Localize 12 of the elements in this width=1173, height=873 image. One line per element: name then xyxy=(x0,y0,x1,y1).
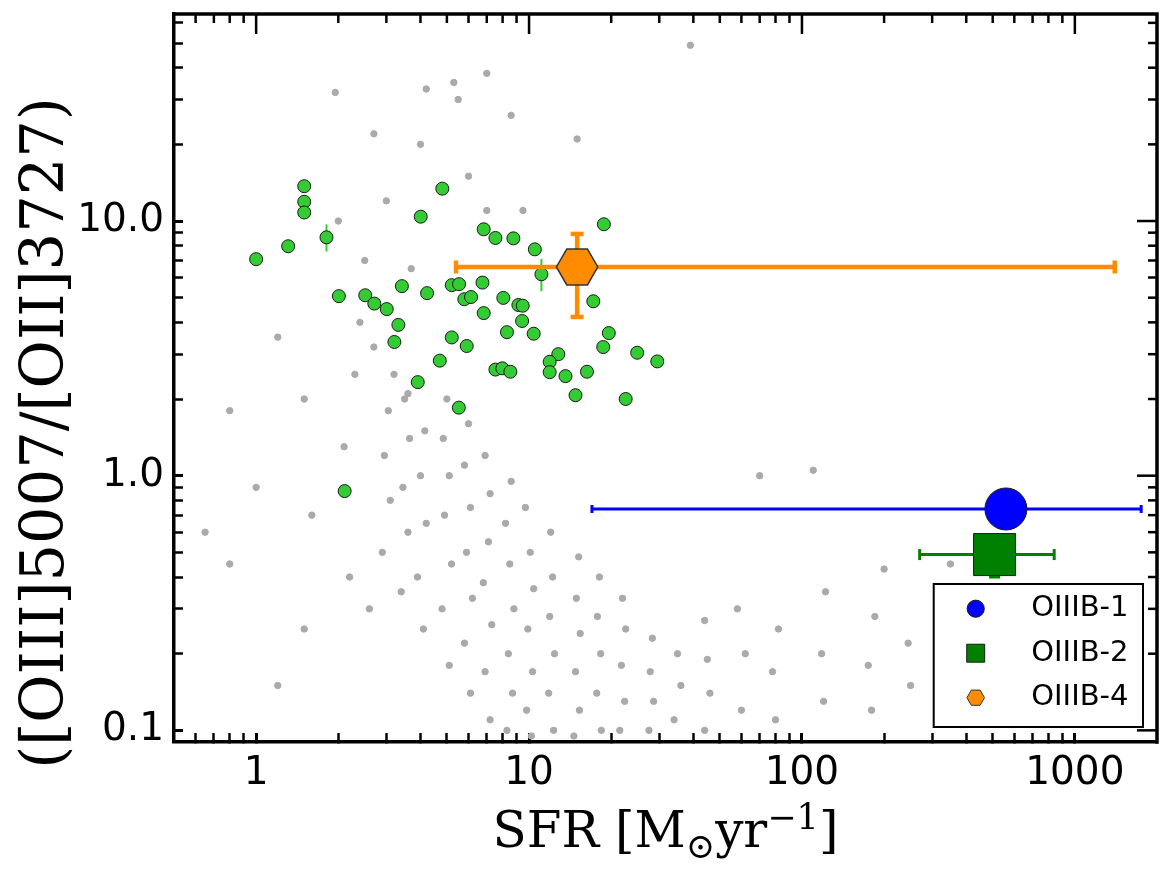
legend-label: OIIIB-2 xyxy=(1031,633,1129,668)
legend-label: OIIIB-4 xyxy=(1031,678,1129,713)
x-tick-label: 10 xyxy=(504,747,554,793)
x-tick-label: 1000 xyxy=(1025,747,1125,793)
y-tick-label: 1.0 xyxy=(101,449,164,495)
x-tick-label: 100 xyxy=(764,747,840,793)
x-tick-label: 1 xyxy=(243,747,269,793)
x-axis-title: SFR [M$_{⊙}$yr$^{−1}$] xyxy=(492,797,839,866)
y-axis-title: ([OIII]5007/[OII]3727) xyxy=(7,97,77,769)
y-tick-label: 10.0 xyxy=(77,195,164,241)
y-tick-label: 0.1 xyxy=(101,704,164,750)
legend-label: OIIIB-1 xyxy=(1031,589,1129,624)
